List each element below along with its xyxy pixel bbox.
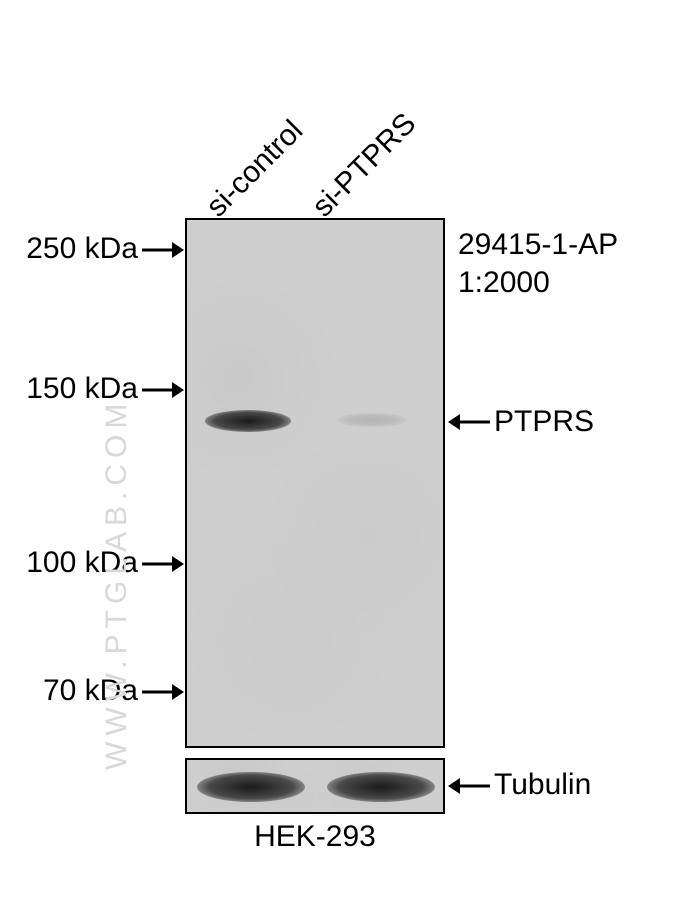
lane-label-2: si-PTPRS <box>306 107 423 224</box>
ptprs-arrow <box>448 410 492 434</box>
blot-main <box>185 218 445 748</box>
mw-arrow-150 <box>140 378 184 402</box>
antibody-id: 29415-1-AP <box>458 228 618 262</box>
antibody-dilution: 1:2000 <box>458 266 550 300</box>
mw-label-250: 250 kDa <box>18 232 138 266</box>
target-label: PTPRS <box>494 405 594 439</box>
figure-root: si-control si-PTPRS 250 kDa 150 kDa 100 … <box>0 0 679 903</box>
mw-arrow-100 <box>140 552 184 576</box>
band-ptprs-lane2 <box>337 413 407 427</box>
band-tubulin-lane2 <box>327 772 435 802</box>
control-label: Tubulin <box>494 768 591 802</box>
band-ptprs-lane1 <box>205 410 291 432</box>
tubulin-arrow <box>448 774 492 798</box>
mw-arrow-250 <box>140 238 184 262</box>
band-tubulin-lane1 <box>197 772 305 802</box>
cell-line-label: HEK-293 <box>185 820 445 854</box>
watermark: WWW.PTGLAB.COM <box>100 398 134 770</box>
mw-arrow-70 <box>140 680 184 704</box>
blot-tubulin <box>185 758 445 814</box>
lane-label-1: si-control <box>200 114 310 224</box>
